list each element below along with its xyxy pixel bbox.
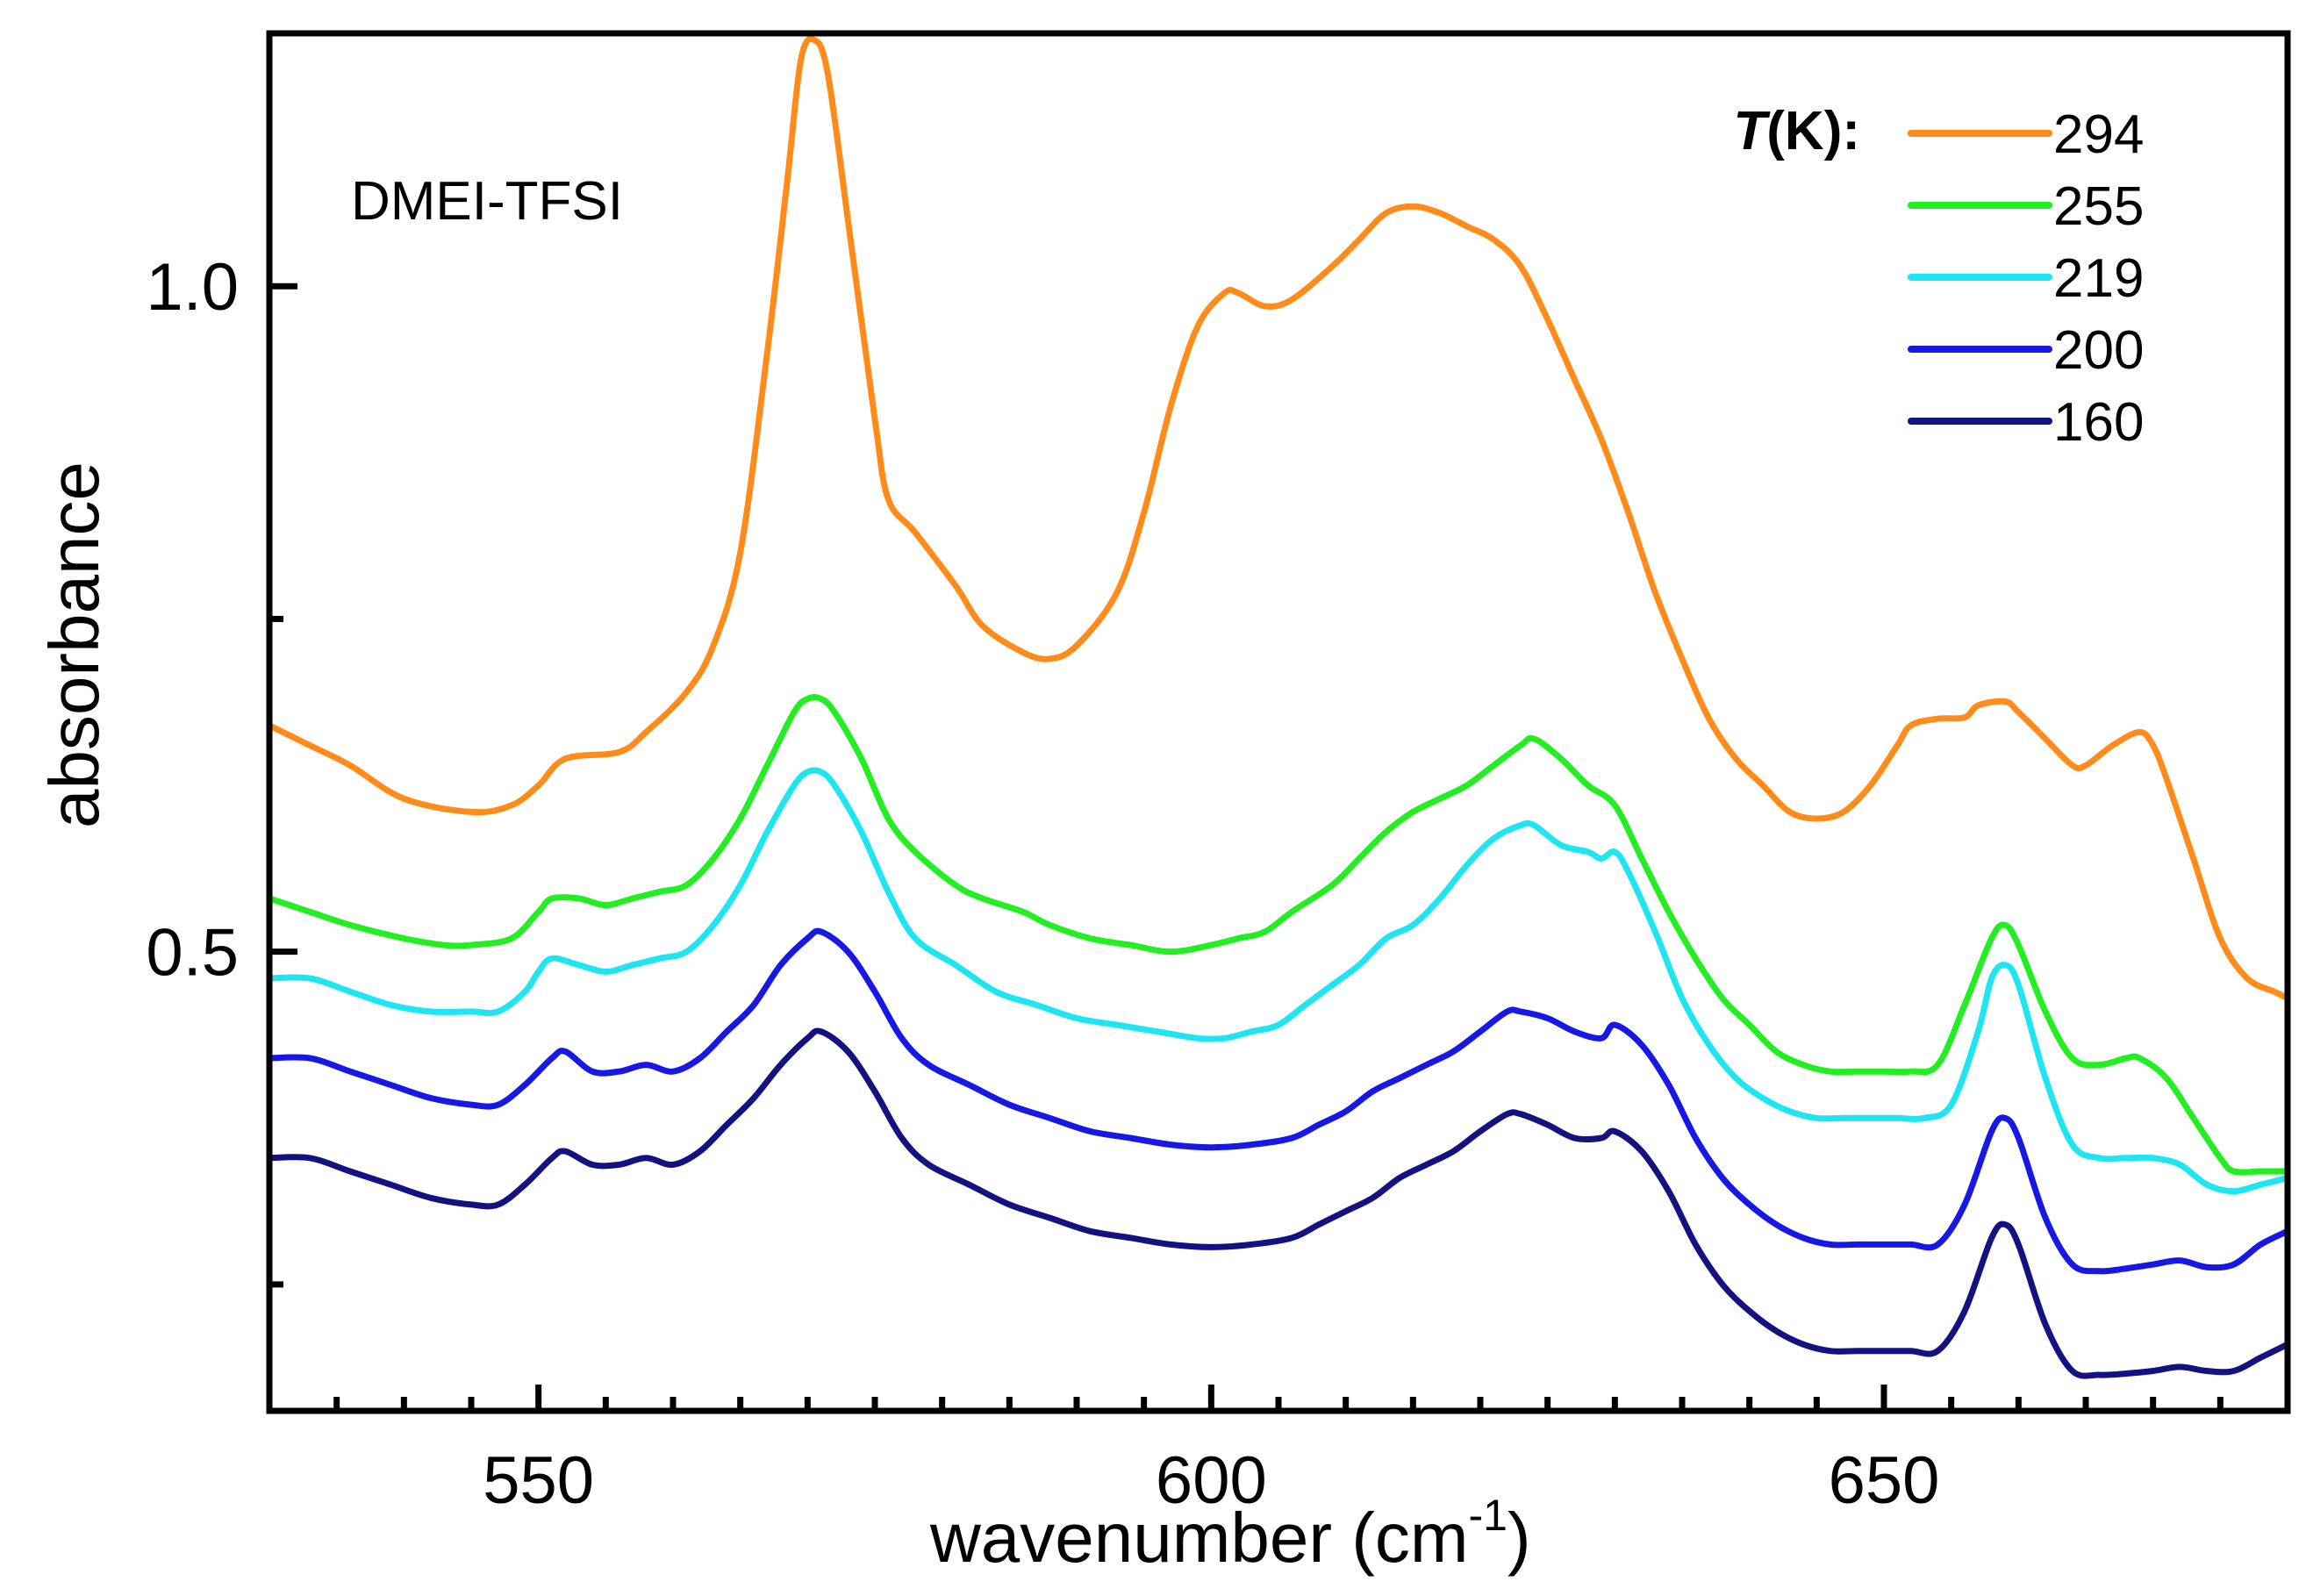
series-line-160 <box>266 1027 2291 1379</box>
series-line-219 <box>266 767 2291 1195</box>
ticks-layer: 550 600 650 0.5 1.0 <box>146 250 2224 1518</box>
x-tick-label-600: 600 <box>1156 1443 1267 1518</box>
x-axis-title-close: ) <box>1507 1499 1531 1577</box>
legend-title-rest: (K): <box>1766 101 1860 161</box>
series-layer <box>266 35 2291 1379</box>
legend-label-160: 160 <box>2053 392 2144 453</box>
legend-title: T(K): <box>1733 101 1860 161</box>
series-line-255 <box>266 694 2291 1176</box>
y-tick-label-1: 1.0 <box>146 250 239 325</box>
x-tick-label-650: 650 <box>1829 1443 1940 1518</box>
legend-label-294: 294 <box>2053 104 2144 165</box>
series-line-294 <box>266 35 2291 1002</box>
legend-title-italic: T <box>1733 101 1771 161</box>
legend-label-219: 219 <box>2053 248 2144 309</box>
annotation-label: DMEI-TFSI <box>351 171 623 232</box>
x-axis-title-main: wavenumber (cm <box>929 1499 1469 1577</box>
x-axis-title: wavenumber (cm-1) <box>929 1491 1531 1577</box>
legend: T(K): 294 255 219 200 160 <box>1733 101 2144 453</box>
y-axis-title: absorbance <box>35 462 113 828</box>
legend-label-200: 200 <box>2053 320 2144 381</box>
x-axis-title-sup: -1 <box>1469 1491 1507 1540</box>
plot-frame <box>266 30 2291 1414</box>
x-tick-label-550: 550 <box>483 1443 594 1518</box>
series-line-200 <box>266 927 2291 1275</box>
legend-label-255: 255 <box>2053 176 2144 237</box>
y-tick-label-0.5: 0.5 <box>146 916 239 991</box>
